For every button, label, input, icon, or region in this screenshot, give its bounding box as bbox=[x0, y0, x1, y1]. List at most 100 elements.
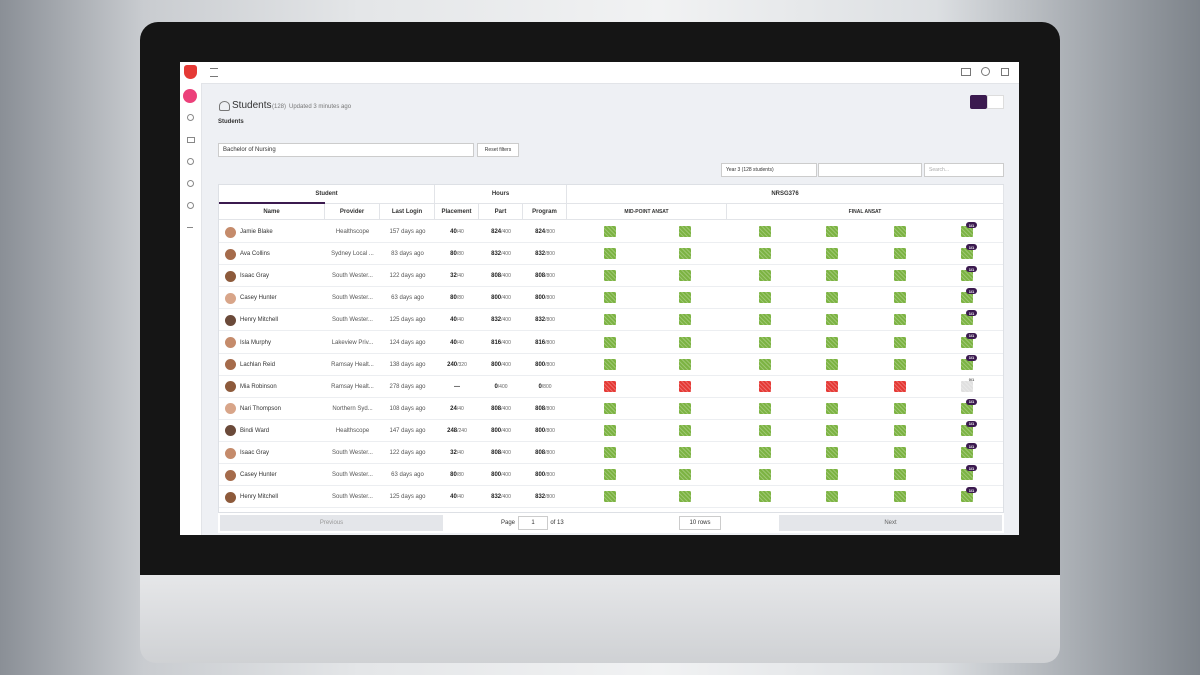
program-part: 808 bbox=[535, 405, 546, 412]
last-login: 125 days ago bbox=[389, 317, 426, 324]
ansat-status bbox=[826, 336, 838, 348]
menu-icon[interactable] bbox=[210, 68, 218, 77]
part-part: /400 bbox=[501, 339, 511, 346]
part-part: /400 bbox=[501, 273, 511, 280]
program-part: /800 bbox=[545, 295, 555, 302]
student-name: Isla Murphy bbox=[240, 339, 272, 346]
ansat-status bbox=[961, 447, 973, 458]
page-title: Students bbox=[232, 100, 272, 111]
part-part: /400 bbox=[497, 383, 508, 390]
part-part: 808 bbox=[491, 273, 502, 280]
page-total: of 13 bbox=[550, 520, 564, 526]
ansat-status bbox=[759, 336, 771, 348]
avatar bbox=[225, 292, 236, 304]
settings-icon[interactable] bbox=[981, 67, 990, 76]
ansat-status bbox=[826, 358, 838, 370]
placement-part: /40 bbox=[456, 339, 464, 346]
program-select[interactable]: Bachelor of Nursing bbox=[218, 143, 474, 157]
ansat-status bbox=[759, 226, 771, 237]
avatar bbox=[225, 469, 236, 481]
sidebar-icon[interactable] bbox=[187, 158, 194, 165]
ansat-status bbox=[961, 402, 973, 414]
placement-part: 80 bbox=[450, 251, 457, 258]
ansat-status bbox=[826, 292, 838, 304]
secondary-select[interactable] bbox=[818, 163, 922, 177]
avatar bbox=[225, 314, 236, 326]
ansat-status bbox=[679, 424, 691, 436]
sidebar-icon[interactable] bbox=[187, 202, 194, 209]
provider: South Wester... bbox=[332, 472, 373, 479]
sidebar-icon[interactable] bbox=[187, 137, 195, 143]
placement: 248/240 bbox=[435, 420, 479, 442]
placement-part: /40 bbox=[456, 273, 464, 280]
ansat-header: FINAL ANSAT bbox=[727, 204, 1004, 220]
provider: Sydney Local ... bbox=[331, 251, 374, 258]
ansat-status bbox=[759, 424, 771, 436]
avatar bbox=[225, 447, 236, 459]
program: 800/800 bbox=[523, 287, 567, 309]
part: 800/400 bbox=[479, 464, 523, 486]
placement-part: /320 bbox=[457, 361, 467, 368]
top-bar bbox=[180, 62, 1019, 84]
ansat-status bbox=[826, 447, 838, 458]
ansat-status bbox=[679, 447, 691, 458]
placement-part: 40 bbox=[450, 317, 457, 324]
part-part: /400 bbox=[501, 317, 511, 324]
avatar bbox=[225, 425, 236, 437]
ansat-status bbox=[826, 270, 838, 282]
provider: Northern Syd... bbox=[332, 405, 373, 412]
group-header: NRSG376 bbox=[567, 185, 1004, 204]
year-select[interactable]: Year 3 (128 students) bbox=[721, 163, 817, 177]
placement-part: 32 bbox=[450, 273, 457, 280]
ansat-status bbox=[759, 380, 771, 392]
sidebar-icon[interactable] bbox=[187, 180, 194, 187]
ansat-status bbox=[961, 469, 973, 481]
part: 808/400 bbox=[479, 442, 523, 464]
part-part: 824 bbox=[491, 229, 502, 236]
rows-select[interactable]: 10 rows bbox=[679, 516, 721, 530]
program: 832/800 bbox=[523, 486, 567, 508]
part: 832/400 bbox=[479, 486, 523, 508]
ansat-status bbox=[894, 292, 906, 304]
placement: 40/40 bbox=[435, 332, 479, 354]
grid-view-button[interactable] bbox=[970, 95, 987, 109]
previous-button[interactable]: Previous bbox=[220, 515, 443, 531]
sidebar-icon[interactable] bbox=[187, 114, 194, 121]
program-part: /800 bbox=[545, 273, 555, 280]
program: 800/800 bbox=[523, 464, 567, 486]
last-login: 124 days ago bbox=[389, 339, 426, 346]
next-button[interactable]: Next bbox=[779, 515, 1002, 531]
search-input[interactable]: Search... bbox=[924, 163, 1004, 177]
submission-badge: 0/1 bbox=[968, 377, 975, 383]
part-part: /400 bbox=[501, 427, 511, 434]
ansat-status bbox=[826, 491, 838, 503]
user-avatar[interactable] bbox=[183, 89, 197, 103]
sidebar-icon[interactable] bbox=[187, 224, 193, 228]
placement-part: 24 bbox=[450, 405, 457, 412]
ansat-status bbox=[894, 314, 906, 326]
submission-badge: 1/1 bbox=[966, 266, 977, 273]
ansat-status bbox=[679, 402, 691, 414]
part-part: 800 bbox=[491, 361, 502, 368]
active-underline bbox=[219, 202, 325, 204]
last-login: 83 days ago bbox=[391, 251, 424, 258]
part: 800/400 bbox=[479, 420, 523, 442]
ansat-status bbox=[961, 358, 973, 370]
sidebar bbox=[180, 83, 202, 535]
list-view-button[interactable] bbox=[987, 95, 1004, 109]
lock-icon[interactable] bbox=[1001, 68, 1009, 76]
program: 816/800 bbox=[523, 332, 567, 354]
provider: Healthscope bbox=[335, 427, 370, 434]
last-login: 147 days ago bbox=[389, 427, 426, 434]
student-name: Isaac Gray bbox=[240, 450, 270, 457]
ansat-status bbox=[894, 424, 906, 436]
ansat-header: MID-POINT ANSAT bbox=[567, 204, 727, 220]
mail-icon[interactable] bbox=[961, 68, 971, 76]
reset-filters-button[interactable]: Reset filters bbox=[477, 143, 519, 157]
table-row bbox=[219, 332, 1003, 354]
placement-part: /40 bbox=[456, 494, 464, 501]
provider: Healthscope bbox=[335, 229, 370, 236]
ansat-status bbox=[604, 248, 616, 260]
ansat-status bbox=[604, 469, 616, 481]
page-input[interactable]: 1 bbox=[518, 516, 548, 530]
